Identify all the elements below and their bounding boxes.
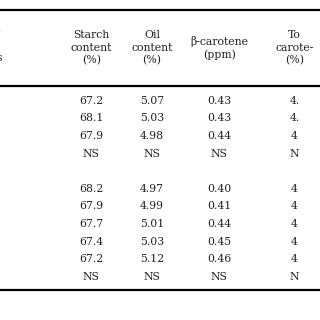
Text: NS: NS (83, 148, 100, 159)
Text: 4: 4 (291, 184, 298, 194)
Text: 68.2: 68.2 (79, 184, 103, 194)
Text: NS: NS (144, 272, 160, 282)
Text: 4: 4 (291, 201, 298, 212)
Text: NS: NS (83, 272, 100, 282)
Text: s: s (0, 52, 2, 63)
Text: 5.12: 5.12 (140, 254, 164, 264)
Text: 67.9: 67.9 (79, 131, 103, 141)
Text: 67.9: 67.9 (79, 201, 103, 212)
Text: NS: NS (144, 148, 160, 159)
Text: 4.98: 4.98 (140, 131, 164, 141)
Text: 5.03: 5.03 (140, 113, 164, 124)
Text: 4.: 4. (289, 113, 300, 124)
Text: 5.03: 5.03 (140, 236, 164, 247)
Text: 4.99: 4.99 (140, 201, 164, 212)
Text: 0.46: 0.46 (207, 254, 231, 264)
Text: 0.44: 0.44 (207, 131, 231, 141)
Text: 67.2: 67.2 (79, 254, 103, 264)
Text: 68.1: 68.1 (79, 113, 103, 124)
Text: NS: NS (211, 148, 228, 159)
Text: β-carotene
(ppm): β-carotene (ppm) (190, 36, 248, 60)
Text: Oil
content
(%): Oil content (%) (131, 30, 173, 66)
Text: N: N (290, 148, 299, 159)
Text: 0.45: 0.45 (207, 236, 231, 247)
Text: 5.07: 5.07 (140, 96, 164, 106)
Text: 67.4: 67.4 (79, 236, 103, 247)
Text: 4: 4 (291, 131, 298, 141)
Text: 0.41: 0.41 (207, 201, 231, 212)
Text: 0.43: 0.43 (207, 113, 231, 124)
Text: 0.40: 0.40 (207, 184, 231, 194)
Text: 5.01: 5.01 (140, 219, 164, 229)
Text: 4.: 4. (289, 96, 300, 106)
Text: N: N (290, 272, 299, 282)
Text: 67.2: 67.2 (79, 96, 103, 106)
Text: 4: 4 (291, 254, 298, 264)
Text: 4: 4 (291, 219, 298, 229)
Text: NS: NS (211, 272, 228, 282)
Text: 0.43: 0.43 (207, 96, 231, 106)
Text: 0.44: 0.44 (207, 219, 231, 229)
Text: 67.7: 67.7 (79, 219, 103, 229)
Text: To
carote-
(%): To carote- (%) (275, 30, 314, 66)
Text: 4: 4 (291, 236, 298, 247)
Text: 4.97: 4.97 (140, 184, 164, 194)
Text: Starch
content
(%): Starch content (%) (70, 30, 112, 66)
